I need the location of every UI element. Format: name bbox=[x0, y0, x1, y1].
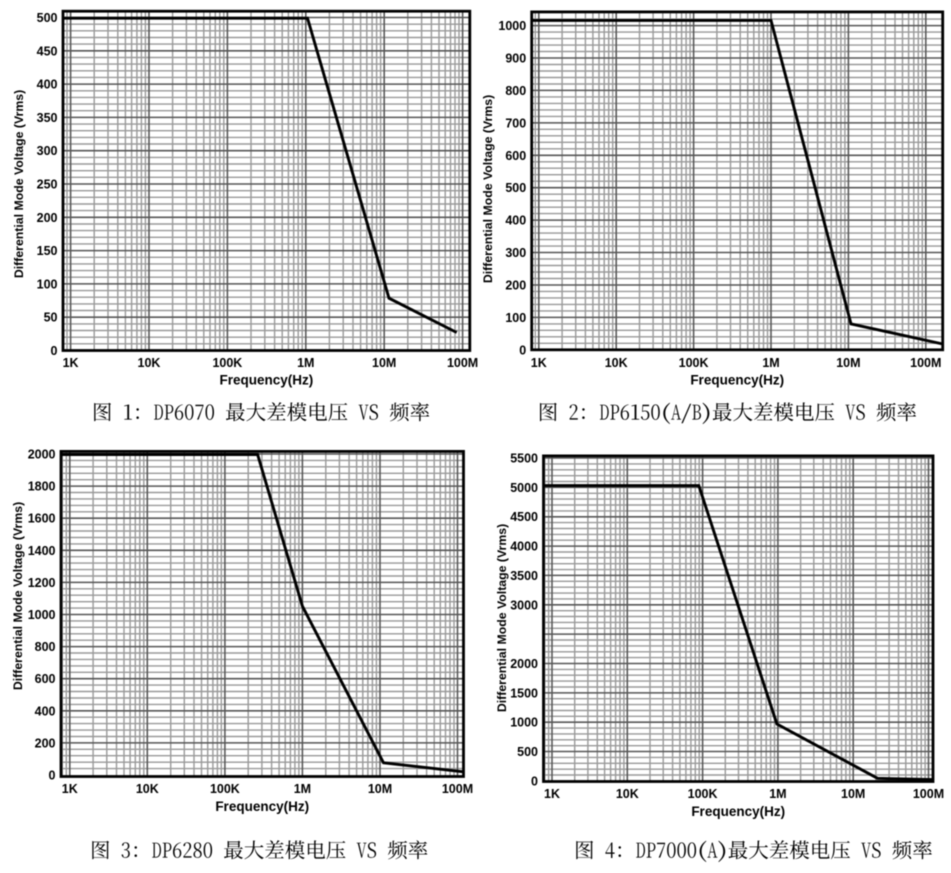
svg-text:600: 600 bbox=[35, 672, 56, 686]
svg-text:Frequency(Hz): Frequency(Hz) bbox=[690, 372, 784, 387]
svg-text:Differential Mode Voltage (Vrm: Differential Mode Voltage (Vrms) bbox=[481, 95, 495, 283]
svg-text:700: 700 bbox=[505, 116, 526, 130]
svg-text:0: 0 bbox=[51, 344, 58, 358]
svg-text:1K: 1K bbox=[63, 356, 79, 370]
svg-text:150: 150 bbox=[37, 244, 58, 258]
svg-text:800: 800 bbox=[505, 84, 526, 98]
svg-text:100M: 100M bbox=[910, 356, 941, 370]
svg-text:1000: 1000 bbox=[28, 608, 56, 622]
svg-text:900: 900 bbox=[505, 52, 526, 66]
svg-text:100K: 100K bbox=[688, 787, 718, 801]
svg-text:10M: 10M bbox=[368, 782, 392, 796]
svg-text:500: 500 bbox=[505, 181, 526, 195]
svg-text:500: 500 bbox=[517, 745, 538, 759]
svg-text:1K: 1K bbox=[544, 787, 560, 801]
svg-text:10K: 10K bbox=[138, 356, 161, 370]
svg-text:2000: 2000 bbox=[28, 448, 56, 462]
svg-text:300: 300 bbox=[37, 144, 58, 158]
svg-text:100M: 100M bbox=[913, 787, 944, 801]
svg-text:2000: 2000 bbox=[510, 657, 538, 671]
svg-text:1M: 1M bbox=[762, 356, 779, 370]
svg-text:350: 350 bbox=[37, 111, 58, 125]
svg-text:100: 100 bbox=[505, 311, 526, 325]
svg-text:200: 200 bbox=[35, 736, 56, 750]
svg-text:Frequency(Hz): Frequency(Hz) bbox=[215, 799, 309, 814]
svg-text:500: 500 bbox=[37, 11, 58, 25]
svg-text:50: 50 bbox=[44, 311, 58, 325]
svg-text:10M: 10M bbox=[841, 787, 865, 801]
svg-text:200: 200 bbox=[37, 211, 58, 225]
svg-text:100K: 100K bbox=[210, 782, 240, 796]
svg-text:1M: 1M bbox=[769, 787, 786, 801]
svg-text:1M: 1M bbox=[294, 782, 311, 796]
svg-text:0: 0 bbox=[49, 769, 56, 783]
svg-text:1K: 1K bbox=[531, 356, 547, 370]
svg-text:10K: 10K bbox=[136, 782, 159, 796]
svg-text:10K: 10K bbox=[605, 356, 628, 370]
svg-text:1K: 1K bbox=[62, 782, 78, 796]
svg-text:100M: 100M bbox=[447, 356, 478, 370]
svg-text:1800: 1800 bbox=[28, 480, 56, 494]
svg-text:Differential Mode Voltage (Vrm: Differential Mode Voltage (Vrms) bbox=[11, 502, 25, 690]
svg-text:600: 600 bbox=[505, 149, 526, 163]
svg-text:300: 300 bbox=[505, 246, 526, 260]
svg-text:4000: 4000 bbox=[510, 540, 538, 554]
svg-text:100K: 100K bbox=[679, 356, 709, 370]
svg-text:1000: 1000 bbox=[510, 716, 538, 730]
svg-text:4500: 4500 bbox=[510, 510, 538, 524]
svg-text:450: 450 bbox=[37, 44, 58, 58]
svg-text:800: 800 bbox=[35, 640, 56, 654]
svg-text:1M: 1M bbox=[297, 356, 314, 370]
svg-text:100M: 100M bbox=[442, 782, 473, 796]
svg-text:10M: 10M bbox=[372, 356, 396, 370]
svg-text:1400: 1400 bbox=[28, 544, 56, 558]
svg-text:100K: 100K bbox=[212, 356, 242, 370]
svg-text:0: 0 bbox=[519, 343, 526, 357]
svg-text:Frequency(Hz): Frequency(Hz) bbox=[691, 804, 785, 819]
svg-text:1000: 1000 bbox=[498, 19, 526, 33]
svg-text:1500: 1500 bbox=[510, 686, 538, 700]
svg-text:0: 0 bbox=[531, 774, 538, 788]
svg-text:400: 400 bbox=[35, 704, 56, 718]
svg-text:1200: 1200 bbox=[28, 576, 56, 590]
svg-text:5500: 5500 bbox=[510, 452, 538, 466]
svg-text:3500: 3500 bbox=[510, 569, 538, 583]
svg-text:10M: 10M bbox=[836, 356, 860, 370]
svg-text:Frequency(Hz): Frequency(Hz) bbox=[220, 372, 314, 387]
svg-text:Differential Mode Voltage (Vrm: Differential Mode Voltage (Vrms) bbox=[495, 524, 509, 712]
svg-text:10K: 10K bbox=[616, 787, 639, 801]
svg-text:250: 250 bbox=[37, 178, 58, 192]
svg-text:3000: 3000 bbox=[510, 598, 538, 612]
svg-text:400: 400 bbox=[37, 78, 58, 92]
svg-text:200: 200 bbox=[505, 279, 526, 293]
svg-text:400: 400 bbox=[505, 214, 526, 228]
svg-text:5000: 5000 bbox=[510, 481, 538, 495]
svg-text:Differential Mode Voltage (Vrm: Differential Mode Voltage (Vrms) bbox=[12, 90, 26, 278]
svg-text:100: 100 bbox=[37, 277, 58, 291]
svg-text:1600: 1600 bbox=[28, 512, 56, 526]
